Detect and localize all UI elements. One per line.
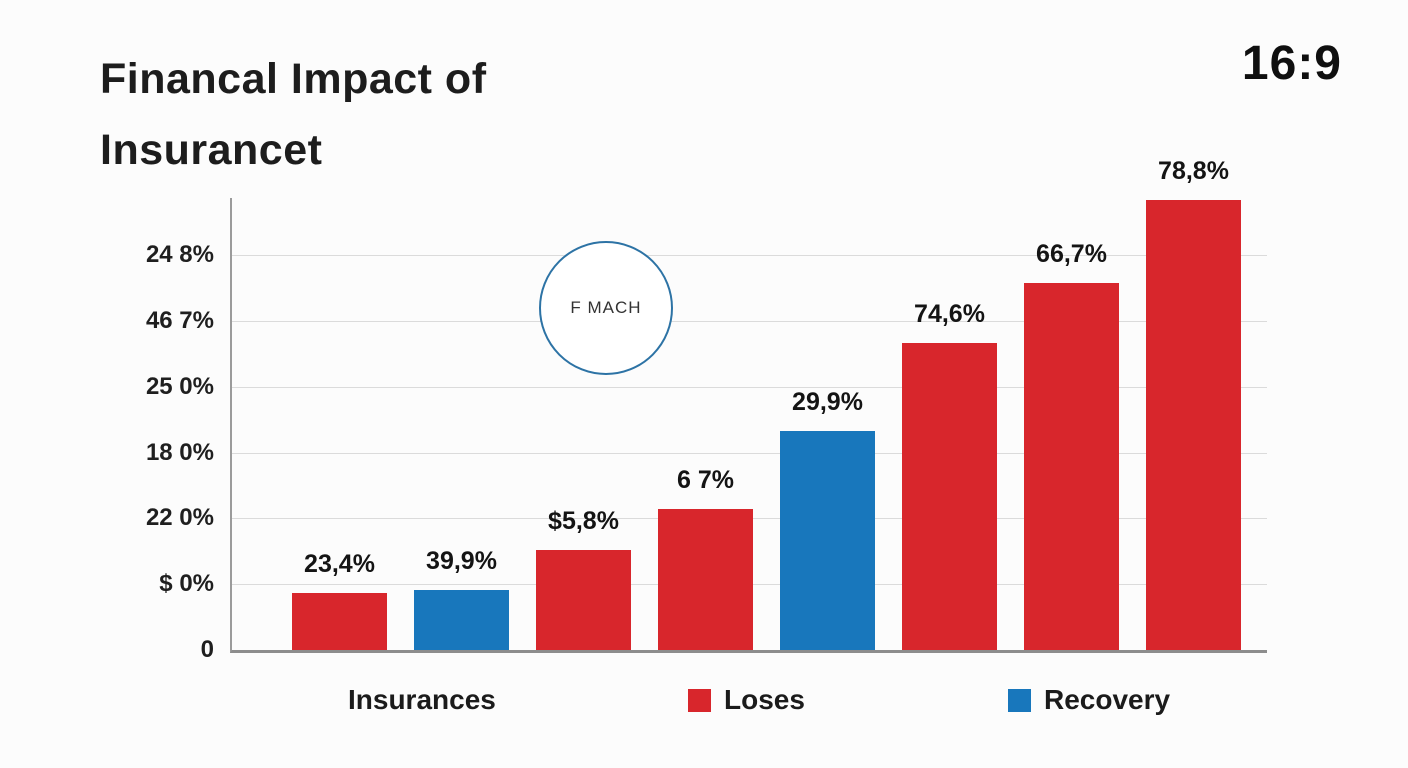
y-axis-tick-label: 18 0% [145,438,214,466]
chart-title-line1: Financal Impact of [100,55,487,103]
bar-3 [536,549,631,650]
y-axis-tick-label: 0 [200,636,214,663]
bar-8 [1146,199,1241,650]
bar-6 [902,342,997,650]
legend-swatch-red [688,688,711,712]
bar-chart-plot-area: F MACH 23,4% 39,9% $5,8% 6 7% 29,9% 74,6% 66,7… [230,157,1267,653]
watermark-badge: F MACH [539,241,673,375]
aspect-ratio-label: 16:9 [1241,37,1342,90]
gridline [232,255,1267,256]
bar-data-label: 29,9% [792,388,863,417]
chart-title: Financal Impact of Insurancet [100,44,487,186]
legend-item-recovery: Recovery [1008,684,1170,716]
bar-data-label: 78,8% [1158,156,1229,185]
gridline [232,452,1267,454]
y-axis-tick-label: 25 0% [145,372,214,400]
legend-item-insurances: Insurances [348,684,496,716]
y-axis: 24 8% 46 7% 25 0% 18 0% 22 0% $ 0% 0 [110,198,214,663]
y-axis-tick-label: 24 8% [145,241,214,268]
bar-7 [1024,282,1119,650]
gridline [232,320,1267,322]
bar-1 [292,592,387,650]
y-axis-tick-label: 22 0% [145,504,214,532]
chart-legend: Insurances Loses Recovery [0,684,1408,728]
y-axis-tick-label: $ 0% [159,570,214,598]
bar-data-label: 66,7% [1036,239,1107,268]
y-axis-tick-label: 46 7% [145,306,214,334]
bar-data-label: $5,8% [548,506,619,535]
bar-data-label: 6 7% [677,466,734,495]
chart-title-line2: Insurancet [100,126,323,174]
bar-data-label: 39,9% [426,546,497,575]
bar-5 [780,431,875,650]
bar-data-label: 74,6% [914,299,985,328]
bar-2 [414,589,509,650]
legend-item-loses: Loses [688,684,805,716]
watermark-text: F MACH [570,298,642,317]
legend-label: Loses [724,684,805,715]
legend-label: Recovery [1044,684,1171,715]
bar-4 [658,509,753,650]
legend-swatch-blue [1008,688,1031,712]
bar-data-label: 23,4% [304,549,375,578]
legend-label: Insurances [348,684,496,715]
gridline [232,386,1267,388]
